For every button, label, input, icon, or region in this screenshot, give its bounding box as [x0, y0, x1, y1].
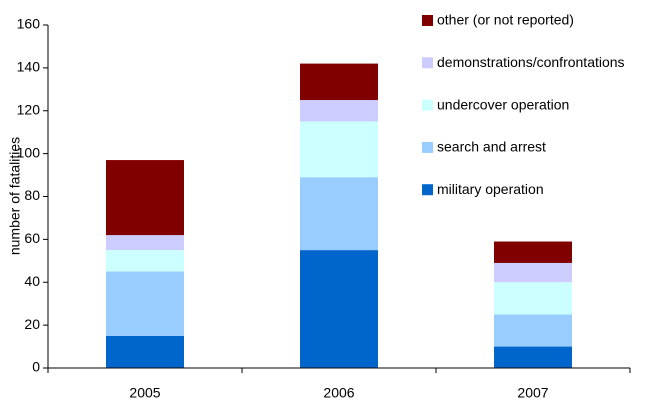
bar-segment — [106, 160, 184, 236]
legend-label: demonstrations/confrontations — [437, 54, 625, 70]
legend-swatch — [422, 99, 433, 111]
bar-segment — [106, 335, 184, 368]
bar-segment — [300, 121, 378, 178]
legend-label: other (or not reported) — [437, 12, 574, 28]
legend-swatch — [422, 184, 433, 196]
legend-label: military operation — [437, 181, 544, 197]
bar-segment — [494, 314, 572, 347]
bar-segment — [106, 271, 184, 336]
y-tick-label: 40 — [24, 273, 40, 289]
legend-label: search and arrest — [437, 139, 546, 155]
y-axis-label: number of fatalities — [7, 137, 23, 255]
y-tick-label: 120 — [17, 101, 41, 117]
legend-label: undercover operation — [437, 96, 569, 112]
bar-segment — [494, 241, 572, 263]
bar-segment — [106, 235, 184, 251]
y-tick-label: 20 — [24, 316, 40, 332]
legend-swatch — [422, 141, 433, 153]
x-tick-label: 2006 — [323, 385, 354, 401]
bar-segment — [494, 282, 572, 315]
y-tick-label: 80 — [24, 187, 40, 203]
bar-segment — [494, 346, 572, 368]
bar-segment — [300, 177, 378, 251]
bar-segment — [494, 262, 572, 283]
y-tick-label: 160 — [17, 16, 41, 32]
x-tick-label: 2005 — [129, 385, 160, 401]
y-tick-label: 100 — [17, 144, 41, 160]
bar-segment — [300, 100, 378, 122]
y-tick-label: 60 — [24, 230, 40, 246]
legend-swatch — [422, 15, 433, 26]
y-tick-label: 140 — [17, 59, 41, 75]
y-tick-label: 0 — [32, 359, 40, 375]
x-tick-label: 2007 — [517, 385, 548, 401]
bar-segment — [106, 250, 184, 272]
bar-segment — [300, 250, 378, 368]
legend-swatch — [422, 57, 433, 69]
bar-segment — [300, 63, 378, 101]
